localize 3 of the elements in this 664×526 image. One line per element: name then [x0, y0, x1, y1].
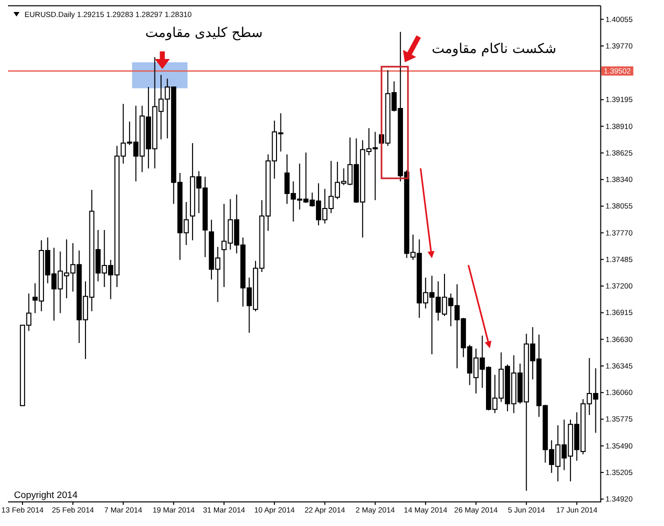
annotation: Copyright 2014: [14, 489, 78, 500]
annotation: سطح کلیدی مقاومت: [145, 24, 263, 41]
annotation: شکست ناکام مقاومت: [432, 40, 556, 57]
